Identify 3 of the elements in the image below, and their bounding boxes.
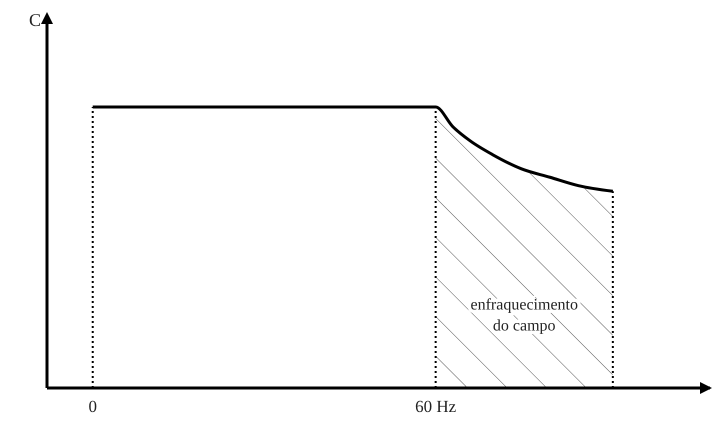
x-tick-label: 0 [88, 397, 97, 416]
y-axis-title: C [28, 10, 42, 30]
x-tick-label: 60 Hz [415, 397, 457, 416]
